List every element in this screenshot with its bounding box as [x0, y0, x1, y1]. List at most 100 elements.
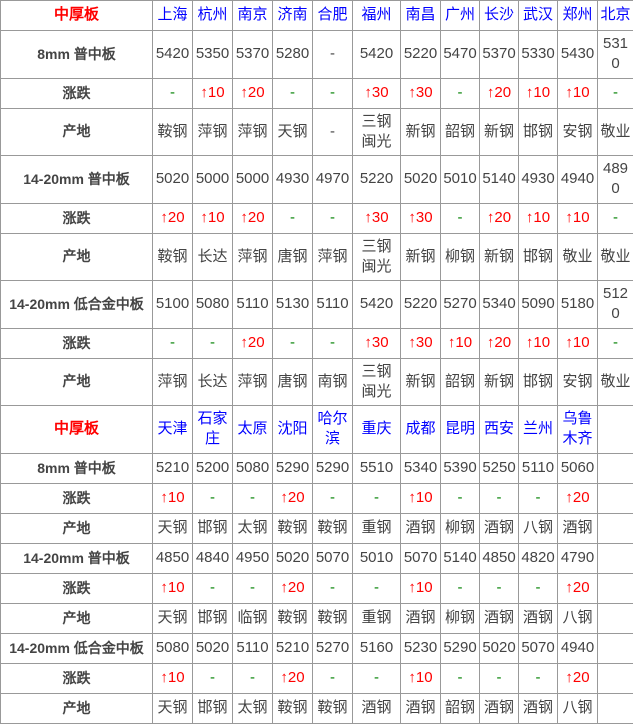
change-cell: ↑30	[401, 78, 441, 108]
row-label: 产地	[1, 233, 153, 281]
price-up-value: ↑20	[565, 669, 589, 686]
price-flat-dash: -	[458, 579, 463, 596]
price-up-value: ↑10	[448, 334, 472, 351]
price-flat-dash: -	[330, 579, 335, 596]
price-cell: 5370	[480, 31, 519, 79]
price-up-value: ↑20	[280, 489, 304, 506]
price-cell: 5430	[558, 31, 598, 79]
price-cell: 4930	[273, 156, 313, 204]
origin-row: 产地天钢邯钢临钢鞍钢鞍钢重钢酒钢柳钢酒钢酒钢八钢	[1, 603, 633, 633]
change-cell: ↑20	[558, 483, 598, 513]
origin-cell: 韶钢	[441, 358, 480, 406]
origin-cell	[598, 603, 633, 633]
price-up-value: ↑20	[280, 669, 304, 686]
origin-cell: 太钢	[233, 693, 273, 723]
price-flat-dash: -	[374, 489, 379, 506]
origin-cell: 酒钢	[353, 693, 401, 723]
price-cell: 5140	[480, 156, 519, 204]
city-header: 北京	[598, 1, 633, 31]
price-up-value: ↑10	[526, 334, 550, 351]
price-flat-dash: -	[290, 84, 295, 101]
city-header: 重庆	[353, 406, 401, 454]
change-cell: ↑30	[353, 328, 401, 358]
city-header: 长沙	[480, 1, 519, 31]
price-flat-dash: -	[210, 579, 215, 596]
origin-cell: 酒钢	[558, 513, 598, 543]
city-header: 哈尔滨	[313, 406, 353, 454]
change-cell: ↑10	[153, 483, 193, 513]
change-cell: ↑20	[233, 203, 273, 233]
price-cell: 5420	[353, 31, 401, 79]
price-cell: 5250	[480, 453, 519, 483]
origin-cell: 南钢	[313, 358, 353, 406]
price-flat-dash: -	[458, 669, 463, 686]
change-cell: ↑20	[153, 203, 193, 233]
price-cell: 5280	[273, 31, 313, 79]
price-up-value: ↑20	[240, 209, 264, 226]
price-cell: 4940	[558, 633, 598, 663]
price-up-value: ↑10	[408, 669, 432, 686]
city-header: 成都	[401, 406, 441, 454]
price-cell: 5010	[353, 543, 401, 573]
city-header: 郑州	[558, 1, 598, 31]
origin-cell: -	[313, 108, 353, 156]
city-header: 武汉	[519, 1, 558, 31]
price-cell: 5220	[401, 31, 441, 79]
origin-cell: 酒钢	[519, 693, 558, 723]
price-up-value: ↑30	[364, 334, 388, 351]
origin-cell: 重钢	[353, 603, 401, 633]
price-cell: 5210	[273, 633, 313, 663]
price-cell: 5120	[598, 281, 633, 329]
change-cell: ↑20	[480, 328, 519, 358]
origin-cell: 八钢	[558, 603, 598, 633]
origin-cell: 酒钢	[519, 603, 558, 633]
change-cell: -	[353, 663, 401, 693]
origin-cell: 唐钢	[273, 233, 313, 281]
row-label: 产地	[1, 513, 153, 543]
price-cell: 4850	[480, 543, 519, 573]
change-cell: -	[193, 328, 233, 358]
price-flat-dash: -	[250, 579, 255, 596]
city-header: 兰州	[519, 406, 558, 454]
price-flat-dash: -	[458, 84, 463, 101]
price-flat-dash: -	[536, 579, 541, 596]
origin-cell: 邯钢	[193, 513, 233, 543]
price-cell: 5220	[401, 281, 441, 329]
change-cell: -	[273, 203, 313, 233]
price-cell: 5290	[313, 453, 353, 483]
origin-row: 产地鞍钢长达萍钢唐钢萍钢三钢闽光新钢柳钢新钢邯钢敬业敬业	[1, 233, 633, 281]
origin-cell: 临钢	[233, 603, 273, 633]
price-cell: 5110	[233, 281, 273, 329]
section-header-row: 中厚板上海杭州南京济南合肥福州南昌广州长沙武汉郑州北京	[1, 1, 633, 31]
origin-row: 产地天钢邯钢太钢鞍钢鞍钢重钢酒钢柳钢酒钢八钢酒钢	[1, 513, 633, 543]
city-header: 南京	[233, 1, 273, 31]
change-cell: ↑10	[558, 78, 598, 108]
price-up-value: ↑30	[364, 209, 388, 226]
row-label: 涨跌	[1, 78, 153, 108]
price-up-value: ↑10	[160, 579, 184, 596]
origin-cell: 新钢	[401, 358, 441, 406]
row-label: 8mm 普中板	[1, 453, 153, 483]
city-header: 广州	[441, 1, 480, 31]
change-cell: -	[353, 483, 401, 513]
change-cell: ↑10	[519, 203, 558, 233]
change-cell: -	[233, 663, 273, 693]
price-cell: -	[313, 31, 353, 79]
section-title: 中厚板	[1, 1, 153, 31]
price-cell: 5020	[273, 543, 313, 573]
price-flat-dash: -	[210, 669, 215, 686]
price-flat-dash: -	[330, 334, 335, 351]
change-cell: -	[193, 573, 233, 603]
change-cell: ↑10	[558, 328, 598, 358]
city-header: 福州	[353, 1, 401, 31]
price-up-value: ↑20	[487, 334, 511, 351]
price-cell: 4890	[598, 156, 633, 204]
change-cell: -	[480, 483, 519, 513]
row-label: 14-20mm 低合金中板	[1, 281, 153, 329]
price-flat-dash: -	[497, 669, 502, 686]
price-cell	[598, 633, 633, 663]
price-flat-dash: -	[210, 489, 215, 506]
change-cell: -	[353, 573, 401, 603]
